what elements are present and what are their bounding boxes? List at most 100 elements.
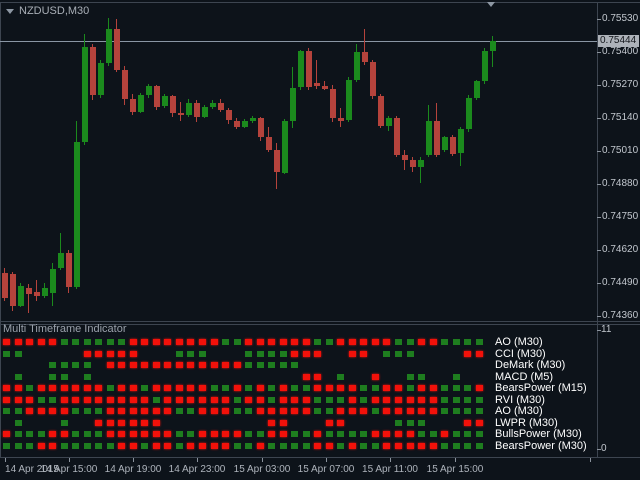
- signal-square-red: [430, 339, 437, 345]
- signal-square-green: [84, 339, 91, 345]
- candle-wick: [420, 157, 421, 183]
- signal-square-green: [464, 339, 471, 345]
- candle-bearish: [10, 274, 16, 306]
- price-axis-tick: [597, 316, 601, 317]
- signal-square-red: [141, 408, 148, 414]
- signal-square-red: [95, 385, 102, 391]
- signal-square-green: [418, 431, 425, 437]
- panel-splitter-top[interactable]: [0, 321, 640, 322]
- signal-square-green: [268, 351, 275, 357]
- signal-square-red: [360, 408, 367, 414]
- indicator-axis-tick: [597, 330, 601, 331]
- time-axis-tick: [455, 458, 456, 462]
- signal-square-green: [372, 408, 379, 414]
- candle-bullish: [50, 269, 56, 294]
- time-axis[interactable]: 14 Apr 2015 14 Apr 15:00 14 Apr 19:00 14 Ap…: [0, 458, 640, 480]
- indicator-row-label: AO (M30): [495, 336, 543, 348]
- indicator-scale-bottom: 0: [601, 443, 607, 454]
- signal-square-red: [176, 397, 183, 403]
- signal-square-red: [314, 385, 321, 391]
- signal-square-red: [418, 385, 425, 391]
- signal-square-red: [211, 362, 218, 368]
- price-axis-label: 0.74750: [602, 211, 639, 222]
- signal-square-green: [3, 443, 10, 449]
- signal-square-red: [118, 443, 125, 449]
- candle-bullish: [354, 52, 360, 80]
- time-axis-tick: [390, 458, 391, 462]
- signal-square-red: [430, 397, 437, 403]
- signal-square-green: [383, 351, 390, 357]
- candle-bullish: [146, 86, 152, 96]
- candle-bullish: [250, 118, 256, 121]
- candle-bullish: [466, 97, 472, 130]
- signal-square-green: [72, 408, 79, 414]
- signal-square-red: [349, 351, 356, 357]
- signal-square-red: [395, 443, 402, 449]
- candlestick-plot[interactable]: [0, 0, 597, 322]
- indicator-row-label: LWPR (M30): [495, 417, 558, 429]
- signal-square-green: [72, 362, 79, 368]
- signal-square-red: [464, 420, 471, 426]
- signal-square-red: [337, 339, 344, 345]
- candle-wick: [324, 81, 325, 91]
- signal-square-red: [199, 443, 206, 449]
- signal-square-green: [187, 408, 194, 414]
- signal-square-green: [464, 408, 471, 414]
- signal-square-red: [257, 408, 264, 414]
- signal-square-red: [441, 431, 448, 437]
- indicator-row-label: CCI (M30): [495, 348, 546, 360]
- signal-square-red: [118, 397, 125, 403]
- signal-square-red: [84, 397, 91, 403]
- signal-square-red: [245, 339, 252, 345]
- signal-square-green: [453, 339, 460, 345]
- signal-square-red: [430, 385, 437, 391]
- candle-bearish: [322, 86, 328, 89]
- chevron-down-icon[interactable]: [6, 8, 14, 14]
- signal-square-red: [430, 408, 437, 414]
- signal-square-green: [38, 397, 45, 403]
- signal-square-red: [3, 397, 10, 403]
- signal-square-red: [164, 443, 171, 449]
- scroll-position-marker-icon[interactable]: [487, 2, 495, 7]
- signal-square-green: [337, 374, 344, 380]
- signal-square-red: [268, 339, 275, 345]
- signal-square-red: [211, 408, 218, 414]
- indicator-panel-plot[interactable]: AO (M30) CCI (M30) DeMark (M30) MACD (M5) Be…: [0, 325, 597, 457]
- signal-square-red: [245, 397, 252, 403]
- signal-square-green: [430, 431, 437, 437]
- signal-square-red: [199, 431, 206, 437]
- time-axis-label: 15 Apr 11:00: [362, 464, 418, 475]
- signal-square-red: [211, 397, 218, 403]
- signal-square-red: [222, 443, 229, 449]
- candle-bearish: [370, 62, 376, 97]
- price-axis-tick: [597, 250, 601, 251]
- signal-square-red: [418, 397, 425, 403]
- signal-square-green: [314, 339, 321, 345]
- candle-bullish: [290, 87, 296, 121]
- candle-wick: [492, 35, 493, 68]
- signal-square-green: [418, 374, 425, 380]
- price-axis[interactable]: 0.75530 0.75400 0.75270 0.75140 0.75010 0.748…: [597, 0, 640, 322]
- signal-square-red: [130, 362, 137, 368]
- signal-square-red: [130, 385, 137, 391]
- signal-square-red: [15, 397, 22, 403]
- signal-square-red: [211, 339, 218, 345]
- signal-square-green: [187, 351, 194, 357]
- signal-square-red: [153, 339, 160, 345]
- candle-bearish: [170, 96, 176, 113]
- signal-square-red: [153, 408, 160, 414]
- signal-square-red: [407, 443, 414, 449]
- signal-square-red: [199, 339, 206, 345]
- chart-left-border: [0, 2, 1, 457]
- candle-wick: [180, 101, 181, 121]
- signal-square-green: [360, 385, 367, 391]
- panel-splitter-bottom[interactable]: [0, 324, 640, 325]
- signal-square-green: [222, 385, 229, 391]
- candle-bearish: [90, 46, 96, 96]
- signal-square-green: [453, 431, 460, 437]
- candle-bullish: [162, 96, 168, 107]
- signal-square-red: [3, 385, 10, 391]
- signal-square-red: [26, 408, 33, 414]
- signal-square-red: [280, 408, 287, 414]
